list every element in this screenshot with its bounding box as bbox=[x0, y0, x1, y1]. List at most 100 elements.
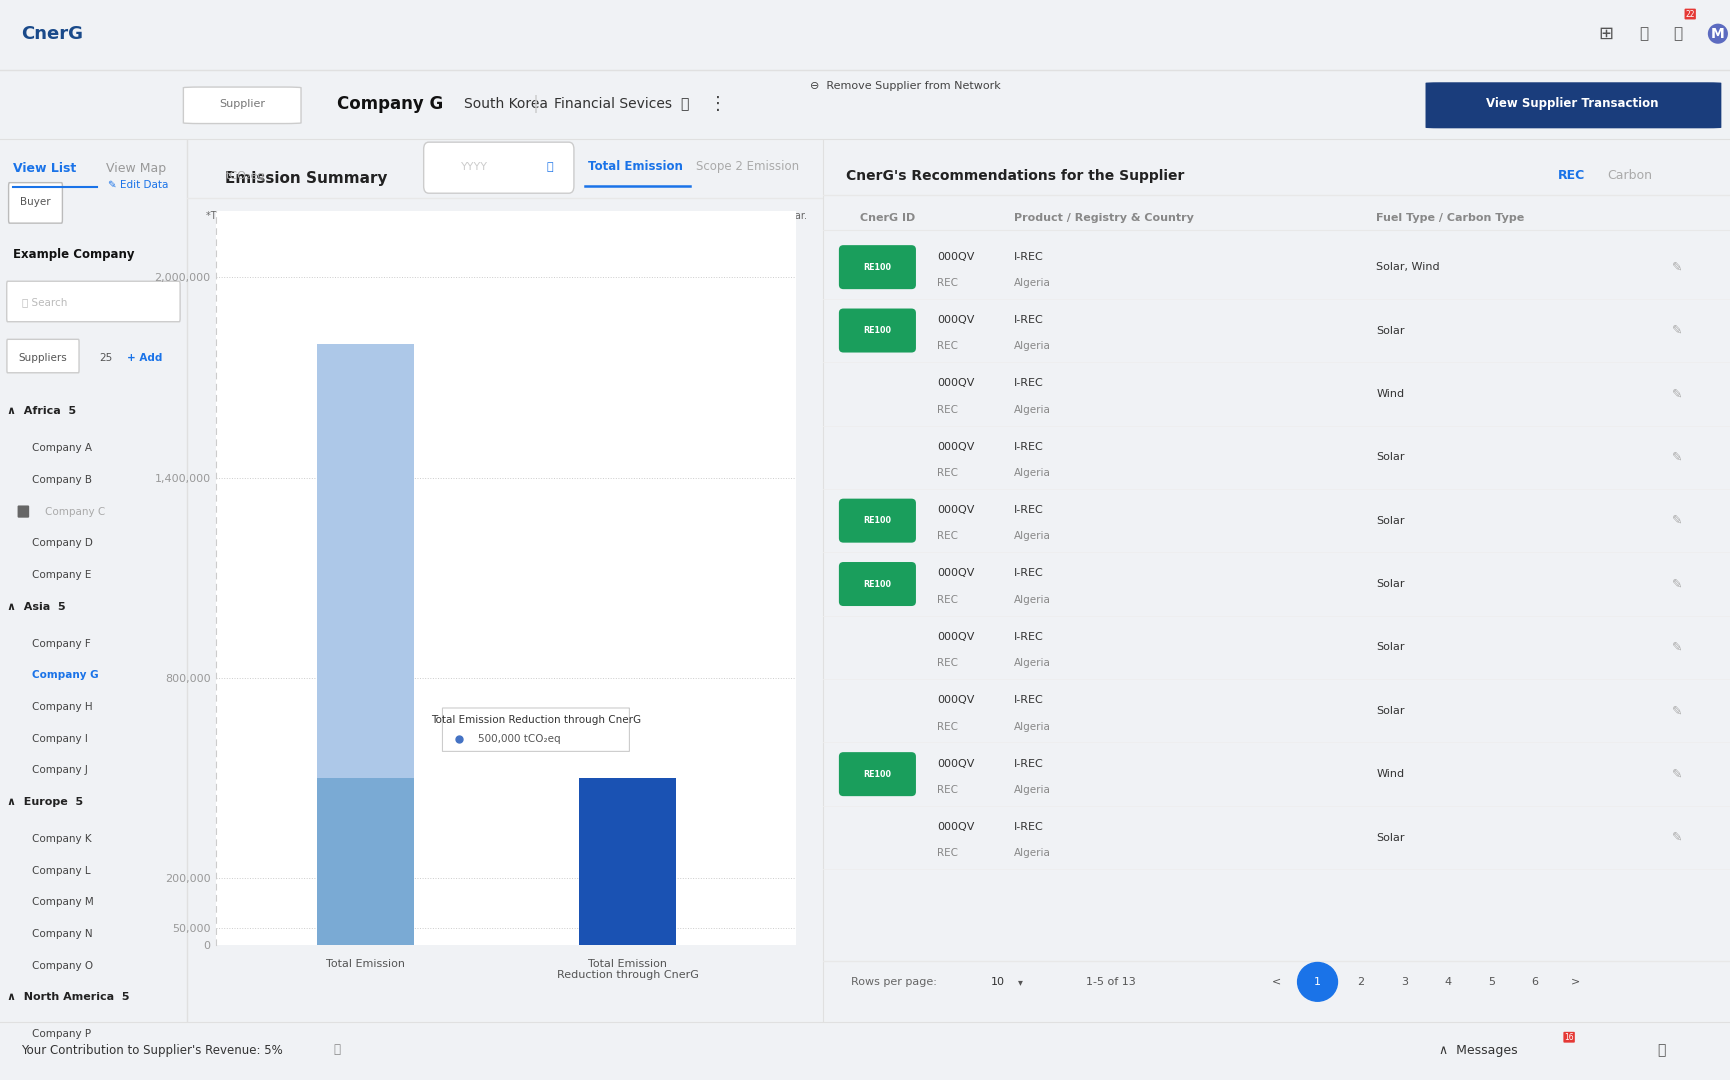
Text: ⊖  Remove Supplier from Network: ⊖ Remove Supplier from Network bbox=[810, 81, 1000, 91]
Text: Scope 2 Emission: Scope 2 Emission bbox=[695, 160, 799, 173]
Text: CnerG: CnerG bbox=[21, 25, 83, 43]
Text: 6: 6 bbox=[1531, 977, 1538, 987]
Text: + Add: + Add bbox=[126, 353, 163, 363]
Text: Company D: Company D bbox=[31, 538, 93, 549]
Text: Supplier: Supplier bbox=[220, 99, 265, 109]
Text: ✎ Edit Data: ✎ Edit Data bbox=[109, 180, 170, 190]
FancyBboxPatch shape bbox=[839, 499, 915, 542]
Text: Solar: Solar bbox=[1377, 705, 1405, 716]
Text: REC: REC bbox=[938, 721, 958, 731]
Text: REC: REC bbox=[938, 785, 958, 795]
Text: View List: View List bbox=[14, 162, 76, 175]
Text: Buyer: Buyer bbox=[21, 197, 50, 207]
Text: I-REC: I-REC bbox=[1014, 822, 1043, 832]
Text: RE100: RE100 bbox=[863, 580, 891, 589]
Text: View Map: View Map bbox=[107, 162, 166, 175]
Text: ✎: ✎ bbox=[1673, 260, 1683, 273]
Text: Carbon: Carbon bbox=[1607, 168, 1652, 181]
Text: Algeria: Algeria bbox=[1014, 849, 1050, 859]
Text: Suppliers: Suppliers bbox=[19, 353, 67, 363]
Text: ✎: ✎ bbox=[1673, 704, 1683, 717]
Circle shape bbox=[1298, 962, 1337, 1001]
Text: Example Company: Example Company bbox=[14, 247, 135, 260]
Text: Company H: Company H bbox=[31, 702, 92, 712]
Text: RE100: RE100 bbox=[863, 262, 891, 272]
Text: |: | bbox=[533, 95, 538, 113]
Text: REC: REC bbox=[938, 278, 958, 288]
Text: 1: 1 bbox=[1315, 977, 1322, 987]
Text: ✎: ✎ bbox=[1673, 450, 1683, 463]
Text: Solar: Solar bbox=[1377, 515, 1405, 526]
Text: ✎: ✎ bbox=[1673, 831, 1683, 843]
Text: Solar: Solar bbox=[1377, 579, 1405, 589]
Text: South Korea: South Korea bbox=[464, 97, 548, 111]
Text: Financial Sevices: Financial Sevices bbox=[554, 97, 671, 111]
Text: 000QV: 000QV bbox=[938, 696, 974, 705]
FancyBboxPatch shape bbox=[9, 183, 62, 224]
FancyBboxPatch shape bbox=[839, 752, 915, 796]
Text: REC: REC bbox=[938, 468, 958, 478]
Text: Company B: Company B bbox=[31, 475, 92, 485]
Text: I-REC: I-REC bbox=[1014, 696, 1043, 705]
Text: Solar: Solar bbox=[1377, 643, 1405, 652]
FancyBboxPatch shape bbox=[7, 339, 80, 373]
Bar bbox=[317, 345, 415, 945]
Text: ⤢: ⤢ bbox=[1657, 1043, 1666, 1057]
Text: Total Emission Reduction through CnerG: Total Emission Reduction through CnerG bbox=[431, 715, 642, 725]
Text: ✎: ✎ bbox=[1673, 388, 1683, 401]
Text: Algeria: Algeria bbox=[1014, 468, 1050, 478]
Text: ✎: ✎ bbox=[1673, 324, 1683, 337]
Text: Company A: Company A bbox=[31, 443, 92, 454]
Text: 16: 16 bbox=[1564, 1032, 1574, 1042]
Bar bbox=[317, 778, 415, 945]
Text: Algeria: Algeria bbox=[1014, 405, 1050, 415]
Text: ⊙: ⊙ bbox=[19, 507, 28, 516]
Text: 1-5 of 13: 1-5 of 13 bbox=[1086, 977, 1137, 987]
Text: Rows per page:: Rows per page: bbox=[851, 977, 936, 987]
Text: Company O: Company O bbox=[31, 961, 93, 971]
Text: 10: 10 bbox=[991, 977, 1005, 987]
Text: Solar, Wind: Solar, Wind bbox=[1377, 262, 1439, 272]
Text: I-REC: I-REC bbox=[1014, 505, 1043, 515]
Text: Algeria: Algeria bbox=[1014, 595, 1050, 605]
Text: ⊞: ⊞ bbox=[1599, 25, 1612, 43]
Text: Company C: Company C bbox=[45, 507, 106, 516]
Text: Algeria: Algeria bbox=[1014, 721, 1050, 731]
Text: M: M bbox=[1711, 27, 1725, 41]
Text: Wind: Wind bbox=[1377, 769, 1405, 779]
Text: Algeria: Algeria bbox=[1014, 531, 1050, 541]
Text: Algeria: Algeria bbox=[1014, 785, 1050, 795]
Text: Fuel Type / Carbon Type: Fuel Type / Carbon Type bbox=[1377, 213, 1524, 222]
Text: 000QV: 000QV bbox=[938, 252, 974, 261]
Text: REC: REC bbox=[938, 849, 958, 859]
Text: Total Emission: Total Emission bbox=[588, 160, 683, 173]
Text: REC: REC bbox=[938, 405, 958, 415]
FancyBboxPatch shape bbox=[7, 281, 180, 322]
FancyBboxPatch shape bbox=[1426, 82, 1721, 129]
Text: 000QV: 000QV bbox=[938, 378, 974, 389]
Text: Algeria: Algeria bbox=[1014, 278, 1050, 288]
Text: ⓘ: ⓘ bbox=[334, 1042, 341, 1055]
Text: ∧  North America  5: ∧ North America 5 bbox=[7, 993, 130, 1002]
FancyBboxPatch shape bbox=[839, 245, 915, 289]
Text: ✎: ✎ bbox=[1673, 640, 1683, 653]
Text: 2: 2 bbox=[1358, 977, 1365, 987]
Text: Solar: Solar bbox=[1377, 833, 1405, 842]
Text: RE100: RE100 bbox=[863, 516, 891, 525]
Text: Company I: Company I bbox=[31, 733, 88, 744]
Text: ∧  Asia  5: ∧ Asia 5 bbox=[7, 602, 66, 611]
Text: 500,000 tCO₂eq: 500,000 tCO₂eq bbox=[477, 734, 561, 744]
Text: Emission Summary: Emission Summary bbox=[225, 172, 388, 186]
Text: ⋮: ⋮ bbox=[709, 95, 727, 113]
Bar bbox=[580, 778, 676, 945]
Text: 🔍 Search: 🔍 Search bbox=[22, 297, 67, 308]
Text: 22: 22 bbox=[1685, 10, 1695, 18]
Text: Company N: Company N bbox=[31, 929, 92, 939]
Text: REC: REC bbox=[938, 658, 958, 669]
Text: 000QV: 000QV bbox=[938, 758, 974, 769]
Text: <: < bbox=[1272, 977, 1282, 987]
Text: YYYY: YYYY bbox=[460, 162, 488, 172]
Text: 📅: 📅 bbox=[547, 162, 554, 172]
FancyBboxPatch shape bbox=[839, 309, 915, 352]
Text: 000QV: 000QV bbox=[938, 442, 974, 451]
